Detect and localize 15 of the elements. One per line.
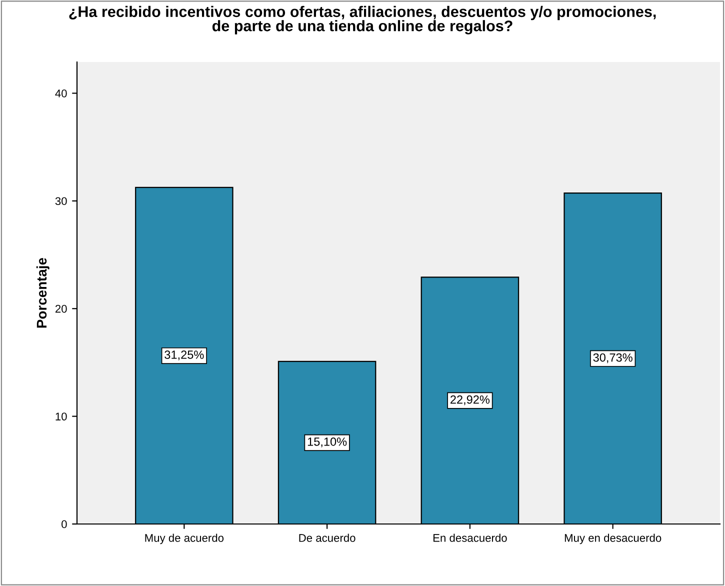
data-label: 15,10%: [308, 438, 347, 448]
x-tick-label: En desacuerdo: [433, 534, 507, 542]
y-tick-label: 20: [55, 304, 67, 313]
y-tick-label: 40: [55, 90, 67, 98]
chart-title: ¿Ha recibido incentivos como ofertas, afiliaciones, descuentos y/o promociones, de parte de una tienda online de regalos?: [69, 6, 656, 34]
data-label: 30,73%: [593, 353, 632, 364]
y-tick-label: 10: [56, 412, 67, 420]
y-axis-title: Porcentaje: [36, 258, 50, 328]
data-label: 22,92%: [450, 395, 490, 406]
x-tick-label: Muy en desacuerdo: [564, 534, 662, 544]
x-tick-label: De acuerdo: [299, 534, 356, 542]
y-tick-label: 30: [55, 197, 67, 206]
y-tick-label: 0: [62, 520, 67, 528]
data-label: 31,25%: [164, 350, 204, 360]
x-tick-label: Muy de acuerdo: [145, 534, 224, 544]
